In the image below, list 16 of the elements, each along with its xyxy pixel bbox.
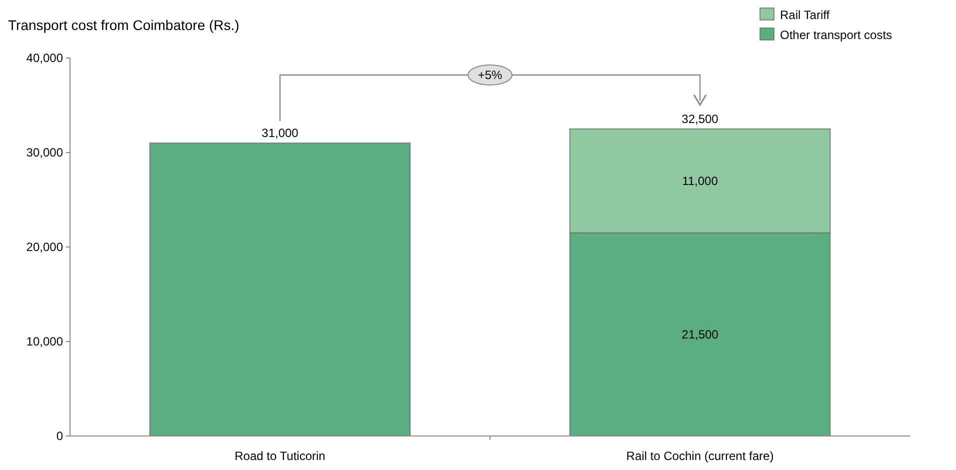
total-label: 31,000 [262,126,299,140]
bar [149,142,411,436]
y-tick-label: 10,000 [26,334,64,348]
annotation: +5% [478,68,502,82]
y-tick-label: 20,000 [26,240,64,254]
legend-label: Other transport costs [780,28,892,42]
x-tick-label: Rail to Cochin (current fare) [626,449,774,463]
y-tick-label: 30,000 [26,146,64,160]
legend-label: Rail Tariff [780,8,830,22]
data-label: 11,000 [682,174,718,188]
data-label: 21,500 [682,327,719,342]
y-tick-label: 40,000 [26,51,64,65]
y-tick-label: 0 [56,429,64,443]
chart-title: Transport cost from Coimbatore (Rs.) [8,17,240,33]
x-tick-label: Road to Tuticorin [234,449,326,463]
total-label: 32,500 [682,112,719,126]
